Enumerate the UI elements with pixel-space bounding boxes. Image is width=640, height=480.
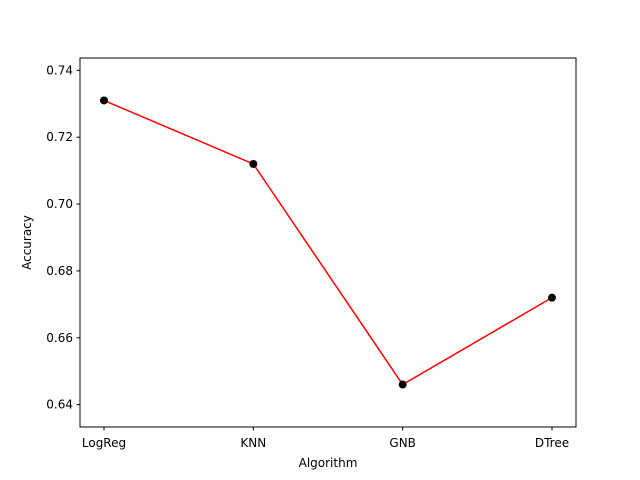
y-tick-label: 0.64 [46,398,73,412]
x-tick-label: GNB [389,436,416,450]
y-tick-label: 0.70 [46,197,73,211]
plot-area [80,58,576,427]
x-tick-label: KNN [240,436,266,450]
x-axis-label: Algorithm [299,456,358,470]
data-point-logreg [100,96,108,105]
series-line [103,99,553,386]
x-tick-label: LogReg [82,436,126,450]
y-tick-label: 0.66 [46,331,73,345]
y-tick-label: 0.74 [46,63,73,77]
y-tick-label: 0.72 [46,130,73,144]
data-series [100,96,556,389]
data-point-dtree [548,293,556,302]
x-axis-ticks: LogReg KNN GNB DTree [82,427,569,450]
data-point-gnb [398,380,407,389]
y-axis-label: Accuracy [20,215,34,270]
y-axis-ticks: 0.64 0.66 0.68 0.70 0.72 0.74 [46,63,80,412]
y-tick-label: 0.68 [46,264,73,278]
x-tick-label: DTree [535,436,569,450]
plot-frame [79,57,577,428]
data-point-knn [249,159,258,168]
